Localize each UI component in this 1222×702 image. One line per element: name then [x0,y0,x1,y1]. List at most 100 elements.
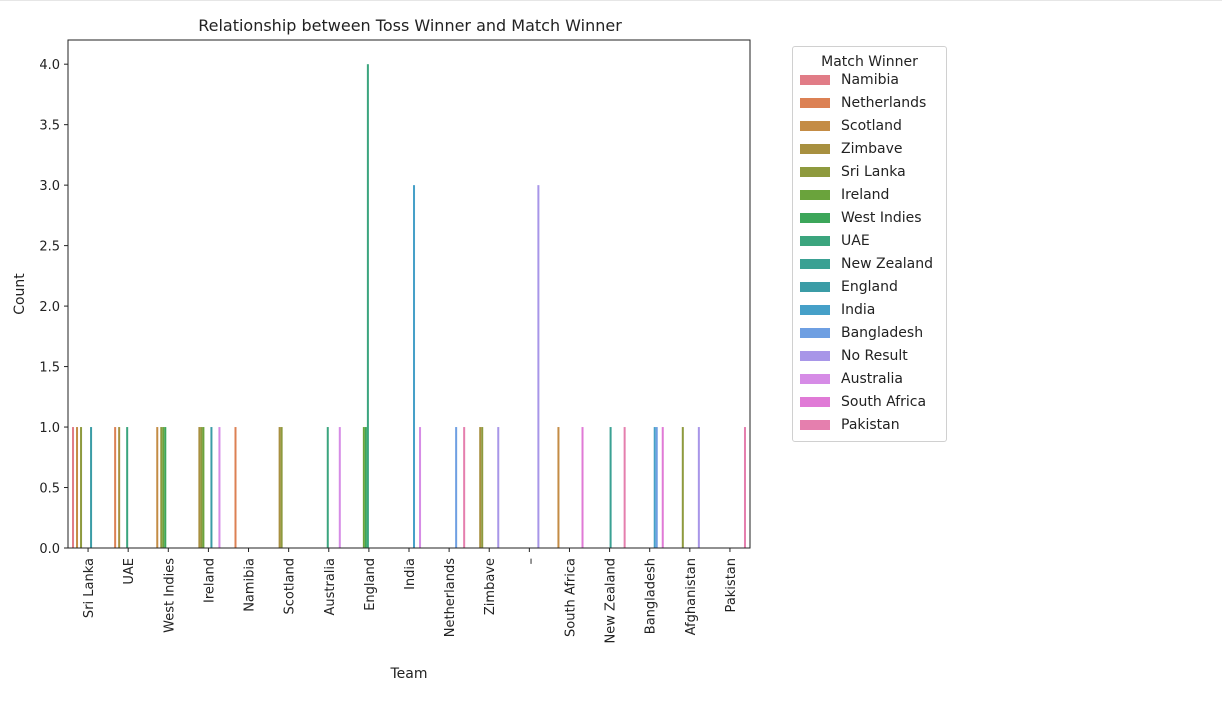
x-tick-label: South Africa [563,558,578,637]
bar [463,427,466,548]
bar [280,427,283,548]
bar [72,427,75,548]
bar [80,427,83,548]
bar [326,427,329,548]
y-tick-label: 1.5 [39,361,60,376]
legend-swatch [800,282,830,292]
bar [661,427,664,548]
bar [481,427,484,548]
bar [623,427,626,548]
legend-item: West Indies [793,209,946,232]
legend-swatch [800,144,830,154]
legend-swatch [800,213,830,223]
legend-label: Ireland [841,187,890,203]
bar [681,427,684,548]
y-tick-label: 3.5 [39,119,60,134]
legend-item: New Zealand [793,255,946,278]
legend-swatch [800,305,830,315]
y-axis: 0.0 0.5 1.0 1.5 2.0 2.5 3.0 3.5 4.0 [39,58,68,557]
x-tick-label: Zimbave [483,558,498,615]
plot-frame [67,39,751,549]
legend-item: South Africa [793,393,946,416]
bar [609,427,612,548]
bar [537,185,540,548]
y-tick-label: 0.5 [39,482,60,497]
legend-label: Namibia [841,72,899,88]
legend-item: UAE [793,232,946,255]
bar [455,427,458,548]
bar [162,427,165,548]
x-tick-label: New Zealand [604,558,619,643]
bar [126,427,129,548]
legend-swatch [800,75,830,85]
x-tick-label: West Indies [162,558,177,633]
bar [364,427,367,548]
legend-label: West Indies [841,210,922,226]
bar [743,427,746,548]
legend-swatch [800,167,830,177]
y-tick-label: 0.0 [39,542,60,557]
legend-item: Ireland [793,186,946,209]
x-tick-label: Pakistan [724,558,739,612]
legend-swatch [800,328,830,338]
bar [278,427,281,548]
bar [234,427,237,548]
bar [114,427,117,548]
y-axis-label: Count [12,273,28,315]
legend-swatch [800,190,830,200]
legend-label: Zimbave [841,141,903,157]
legend-label: Sri Lanka [841,164,906,180]
legend-item: Bangladesh [793,324,946,347]
legend-label: UAE [841,233,870,249]
bar [90,427,93,548]
bar [497,427,500,548]
legend-item: Netherlands [793,94,946,117]
legend-item: Sri Lanka [793,163,946,186]
legend-title: Match Winner [821,54,918,70]
legend-swatch [800,121,830,131]
legend-label: South Africa [841,394,927,410]
legend-label: Netherlands [841,95,927,111]
bar [210,427,213,548]
bar [557,427,560,548]
x-tick-label: Australia [323,558,338,616]
legend-label: Australia [841,371,903,387]
y-tick-label: 2.0 [39,300,60,315]
bar [413,185,416,548]
bar [118,427,121,548]
legend: Match Winner Namibia Netherlands Scotland Z… [792,46,947,442]
bar [198,427,201,548]
bar [156,427,159,548]
bar [338,427,341,548]
x-axis: Sri Lanka UAE West Indies Ireland Namibia Sco… [82,548,739,643]
legend-swatch [800,420,830,430]
bar [419,427,422,548]
x-axis-label: Team [389,666,427,682]
legend-item: Namibia [793,71,946,94]
legend-label: England [841,279,898,295]
bar [366,64,369,548]
x-tick-label: Afghanistan [684,558,699,635]
x-tick-label: – [523,558,538,565]
legend-item: No Result [793,347,946,370]
x-tick-label: Namibia [243,558,258,612]
bar [655,427,658,548]
legend-items: Namibia Netherlands Scotland Zimbave Sri Lan… [793,71,946,439]
x-tick-label: Ireland [202,558,217,603]
bars-layer [72,64,746,548]
legend-swatch [800,397,830,407]
bar [202,427,205,548]
legend-swatch [800,236,830,246]
x-tick-label: England [363,558,378,611]
legend-swatch [800,98,830,108]
bar [581,427,584,548]
x-tick-label: India [403,558,418,590]
legend-swatch [800,374,830,384]
bar [479,427,482,548]
legend-label: No Result [841,348,908,364]
bar [200,427,203,548]
bar [218,427,221,548]
top-border [0,0,1222,1]
x-tick-label: Scotland [283,558,298,615]
legend-label: India [841,302,876,318]
